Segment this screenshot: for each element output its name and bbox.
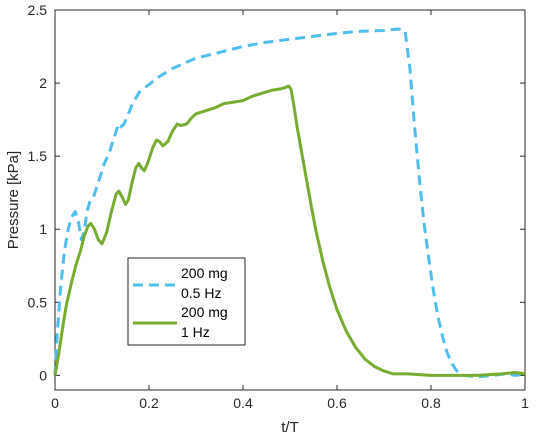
series-layer <box>53 27 526 379</box>
y-tick-label: 1 <box>39 221 47 237</box>
y-ticks: 0 0.5 1 1.5 2 2.5 <box>28 2 525 383</box>
y-axis-label: Pressure [kPa] <box>5 151 22 249</box>
x-axis-label: t/T <box>281 419 299 436</box>
y-tick-label: 2 <box>39 75 47 91</box>
legend: 200 mg 0.5 Hz 200 mg 1 Hz <box>127 257 246 346</box>
legend-box <box>127 257 246 346</box>
x-tick-label: 0.4 <box>233 395 253 411</box>
x-tick-label: 0.2 <box>139 395 159 411</box>
series-line-solid <box>53 84 526 377</box>
y-tick-label: 2.5 <box>28 2 48 18</box>
legend-label-dashed-line1: 200 mg <box>181 265 228 281</box>
x-tick-label: 0 <box>51 395 59 411</box>
y-tick-label: 1.5 <box>28 148 48 164</box>
legend-label-dashed-line2: 0.5 Hz <box>181 285 221 301</box>
y-tick-label: 0.5 <box>28 294 48 310</box>
series-line-dashed <box>53 27 526 379</box>
x-tick-label: 0.6 <box>327 395 347 411</box>
x-tick-label: 1 <box>521 395 529 411</box>
legend-label-solid-line1: 200 mg <box>181 304 228 320</box>
x-tick-label: 0.8 <box>421 395 441 411</box>
axes-box <box>54 9 526 391</box>
legend-label-solid-line2: 1 Hz <box>181 324 210 340</box>
y-tick-label: 0 <box>39 367 47 383</box>
x-ticks: 0 0.2 0.4 0.6 0.8 1 <box>51 10 529 411</box>
plot-area: 0 0.2 0.4 0.6 0.8 1 0 0.5 1 1.5 2 2.5 <box>28 2 530 411</box>
